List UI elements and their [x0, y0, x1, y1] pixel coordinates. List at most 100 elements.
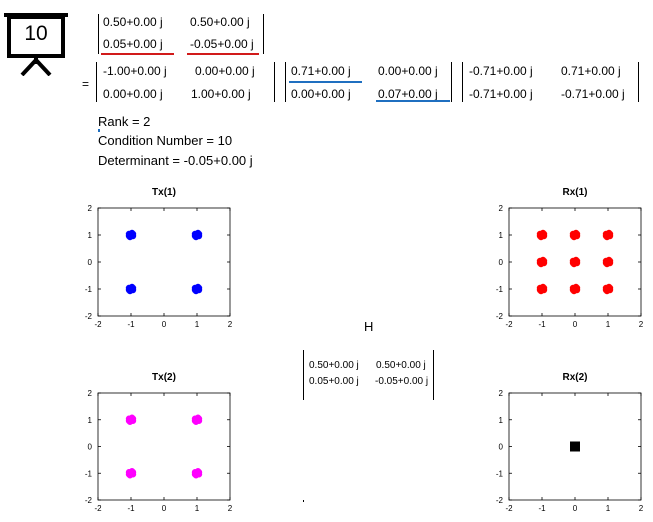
y-tick-label: -2	[85, 312, 93, 321]
matrix-u-cell: 1.00+0.00 j	[191, 87, 251, 101]
y-tick-label: -1	[496, 285, 504, 294]
matrix-v-left-bracket	[462, 62, 463, 102]
data-point	[536, 283, 548, 295]
matrix-v-cell: -0.71+0.00 j	[561, 87, 625, 101]
data-point	[602, 283, 614, 295]
matrix-h-right-bracket	[263, 14, 264, 54]
matrix-u-cell: 0.00+0.00 j	[103, 87, 163, 101]
x-tick-label: 2	[228, 320, 233, 329]
data-point	[536, 256, 548, 268]
data-point	[125, 468, 137, 479]
plot-title: Tx(2)	[152, 372, 176, 383]
data-point	[191, 468, 203, 479]
board-number: 10	[24, 22, 48, 45]
data-point	[191, 283, 203, 295]
matrix-s-right-bracket	[451, 62, 452, 102]
point-sample	[536, 232, 544, 240]
point-sample	[602, 286, 610, 294]
y-tick-label: 1	[88, 231, 93, 240]
matrix-s-cell: 0.07+0.00 j	[378, 87, 438, 101]
matrix-s-left-bracket	[285, 62, 286, 102]
x-tick-label: -1	[538, 320, 546, 329]
matrix-u-cell: -1.00+0.00 j	[103, 64, 167, 78]
point-sample	[536, 259, 544, 267]
x-tick-label: -2	[94, 320, 102, 329]
x-tick-label: 2	[639, 320, 644, 329]
data-point	[569, 256, 581, 268]
data-point	[569, 229, 581, 241]
y-tick-label: -1	[85, 285, 93, 294]
plot-title: Rx(2)	[562, 372, 587, 383]
data-point	[602, 229, 614, 241]
y-tick-label: 2	[88, 389, 93, 398]
point-sample	[569, 232, 577, 240]
determinant-text: Determinant = -0.05+0.00 j	[98, 153, 253, 168]
y-tick-label: 2	[88, 204, 93, 213]
channel-matrix-left-bracket	[303, 350, 304, 400]
data-point	[125, 414, 137, 425]
y-tick-label: -1	[85, 469, 93, 478]
channel-matrix-cell: 0.50+0.00 j	[309, 360, 359, 371]
point-sample	[125, 471, 133, 478]
point-sample	[569, 259, 577, 267]
y-tick-label: 2	[499, 204, 504, 213]
underline-blue	[376, 100, 450, 102]
x-tick-label: -1	[538, 504, 546, 513]
y-tick-label: -2	[496, 496, 504, 505]
point-sample	[569, 286, 577, 294]
point-sample	[191, 471, 199, 478]
x-tick-label: -2	[505, 504, 513, 513]
plot-rx1: Rx(1) -2 -1 0 1 2 2 1 0 -1 -2	[496, 187, 644, 329]
y-tick-label: 1	[499, 231, 504, 240]
matrix-s-cell: 0.00+0.00 j	[378, 64, 438, 78]
x-tick-label: -1	[127, 504, 135, 513]
x-tick-label: 0	[573, 320, 578, 329]
x-tick-label: -2	[505, 320, 513, 329]
point-sample	[191, 286, 199, 294]
matrix-s-cell: 0.71+0.00 j	[291, 64, 351, 78]
data-point	[570, 441, 580, 452]
underline-blue	[289, 81, 362, 83]
channel-label: H	[364, 319, 374, 334]
matrix-u-left-bracket	[96, 62, 97, 102]
data-point	[125, 283, 137, 295]
data-point	[191, 229, 203, 241]
plot-tx1: Tx(1) -2 -1 0 1 2 2 1 0 -1 -2	[85, 187, 233, 329]
y-tick-label: 2	[499, 389, 504, 398]
x-tick-label: 1	[195, 320, 200, 329]
y-tick-label: -1	[496, 469, 504, 478]
x-tick-label: 0	[573, 504, 578, 513]
matrix-v-cell: 0.71+0.00 j	[561, 64, 621, 78]
underline-red	[187, 53, 259, 55]
data-point	[125, 229, 137, 241]
presentation-board-icon: 10	[4, 8, 68, 77]
matrix-v-right-bracket	[638, 62, 639, 102]
y-tick-label: 0	[88, 443, 93, 452]
matrix-h-cell: 0.50+0.00 j	[190, 15, 250, 29]
y-tick-label: -2	[85, 496, 93, 505]
plot-title: Rx(1)	[562, 187, 587, 198]
plot-rx2: Rx(2) -2 -1 0 1 2 2 1 0 -1 -2	[496, 372, 644, 513]
x-tick-label: 1	[606, 320, 611, 329]
plot-frame	[97, 207, 231, 317]
matrix-h-left-bracket	[98, 14, 99, 54]
y-tick-label: 0	[499, 258, 504, 267]
y-tick-label: -2	[496, 312, 504, 321]
point-sample	[602, 232, 610, 240]
x-tick-label: 0	[162, 504, 167, 513]
point-sample	[125, 286, 133, 294]
y-tick-label: 0	[499, 443, 504, 452]
data-point	[536, 229, 548, 241]
condition-number-text: Condition Number = 10	[98, 133, 233, 148]
data-point	[569, 283, 581, 295]
matrix-v-cell: -0.71+0.00 j	[469, 87, 533, 101]
matrix-s-cell: 0.00+0.00 j	[291, 87, 351, 101]
underline-red	[101, 53, 174, 55]
point-sample	[125, 232, 133, 240]
point-sample	[125, 417, 133, 424]
x-tick-label: -2	[94, 504, 102, 513]
y-tick-label: 1	[499, 416, 504, 425]
plot-tx2: Tx(2) -2 -1 0 1 2 2 1 0 -1 -2	[85, 372, 233, 513]
plot-frame	[97, 392, 231, 501]
